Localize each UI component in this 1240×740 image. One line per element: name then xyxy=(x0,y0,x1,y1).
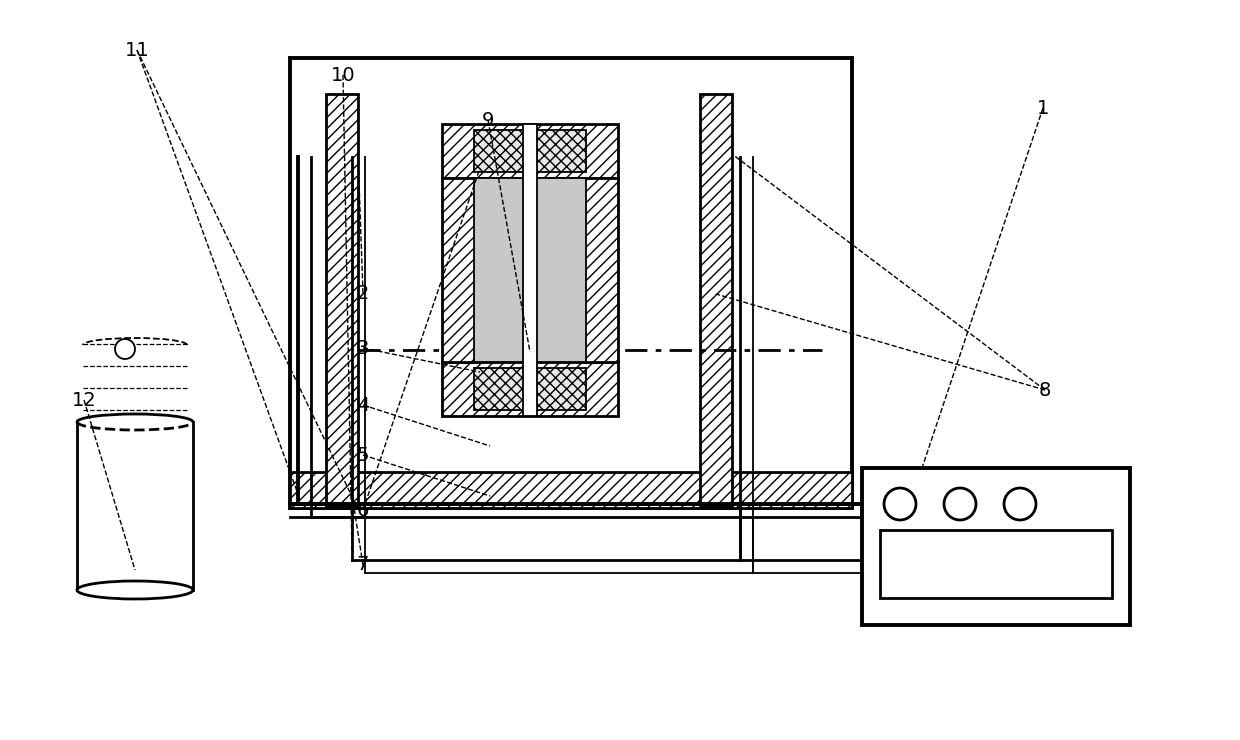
Bar xyxy=(880,530,1112,598)
Text: 4: 4 xyxy=(357,395,370,414)
Ellipse shape xyxy=(77,581,193,599)
Text: 12: 12 xyxy=(72,391,97,409)
Bar xyxy=(441,124,618,178)
Text: 3: 3 xyxy=(357,338,370,357)
Text: 9: 9 xyxy=(482,110,495,130)
Bar xyxy=(290,58,852,508)
Bar xyxy=(290,472,852,508)
Text: 10: 10 xyxy=(331,66,356,84)
Text: 2: 2 xyxy=(357,283,370,303)
Bar xyxy=(474,178,587,362)
Bar xyxy=(326,94,358,506)
Bar xyxy=(474,130,587,172)
Text: 1: 1 xyxy=(1037,98,1049,118)
Text: 7: 7 xyxy=(357,556,370,574)
Bar xyxy=(701,94,732,506)
Bar xyxy=(474,368,587,410)
Bar xyxy=(584,178,618,362)
Circle shape xyxy=(884,488,916,520)
Text: 11: 11 xyxy=(125,41,149,59)
Text: 5: 5 xyxy=(357,445,370,465)
Circle shape xyxy=(1004,488,1035,520)
Bar xyxy=(441,362,618,416)
Bar xyxy=(862,468,1130,625)
Bar xyxy=(441,178,476,362)
Text: 6: 6 xyxy=(357,500,370,519)
Text: 8: 8 xyxy=(1039,380,1052,400)
Circle shape xyxy=(944,488,976,520)
Bar xyxy=(523,124,537,416)
Circle shape xyxy=(115,339,135,359)
